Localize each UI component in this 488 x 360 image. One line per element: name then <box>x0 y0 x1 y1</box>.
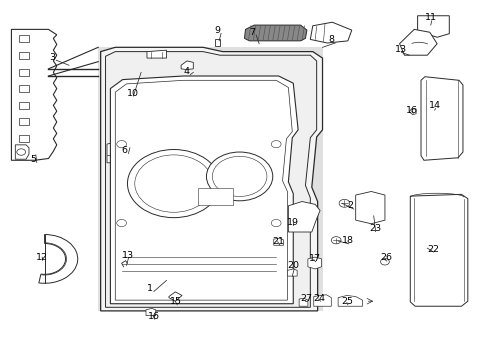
Polygon shape <box>399 30 436 55</box>
Circle shape <box>330 237 340 244</box>
Polygon shape <box>337 296 362 306</box>
Circle shape <box>206 152 272 201</box>
Text: 12: 12 <box>36 253 48 262</box>
Polygon shape <box>110 76 298 304</box>
Text: 20: 20 <box>287 261 299 270</box>
Polygon shape <box>287 269 297 276</box>
Polygon shape <box>307 257 321 269</box>
Polygon shape <box>299 298 307 306</box>
Text: 27: 27 <box>300 294 311 303</box>
Polygon shape <box>19 85 29 92</box>
Polygon shape <box>147 50 166 58</box>
Text: 14: 14 <box>428 101 440 110</box>
Polygon shape <box>310 22 351 43</box>
Polygon shape <box>11 30 57 160</box>
Text: 5: 5 <box>30 155 36 164</box>
Polygon shape <box>408 109 415 115</box>
Text: 25: 25 <box>340 297 352 306</box>
Text: 4: 4 <box>183 67 189 76</box>
Text: 22: 22 <box>426 244 438 253</box>
Polygon shape <box>215 40 220 45</box>
Text: 16: 16 <box>148 311 160 320</box>
Circle shape <box>17 149 25 155</box>
Polygon shape <box>288 202 320 232</box>
Text: 15: 15 <box>170 297 182 306</box>
Polygon shape <box>105 51 316 307</box>
Polygon shape <box>273 238 283 245</box>
Polygon shape <box>107 140 131 163</box>
Text: 26: 26 <box>379 253 391 262</box>
Polygon shape <box>409 194 467 306</box>
Bar <box>198 188 233 205</box>
Text: 7: 7 <box>249 28 255 37</box>
Polygon shape <box>313 295 330 306</box>
Text: 10: 10 <box>126 89 138 98</box>
Polygon shape <box>355 192 384 224</box>
Polygon shape <box>15 145 29 159</box>
Circle shape <box>117 220 126 226</box>
Polygon shape <box>19 102 29 109</box>
Circle shape <box>271 220 281 226</box>
Circle shape <box>271 140 281 148</box>
Text: 23: 23 <box>368 224 380 233</box>
Text: 21: 21 <box>272 237 284 246</box>
Polygon shape <box>19 35 29 42</box>
Text: 13: 13 <box>122 251 134 260</box>
Text: 11: 11 <box>424 13 436 22</box>
Text: 16: 16 <box>406 106 418 115</box>
Circle shape <box>380 258 388 265</box>
Text: 2: 2 <box>346 202 352 211</box>
Polygon shape <box>417 16 448 37</box>
Polygon shape <box>98 47 322 311</box>
Polygon shape <box>19 69 29 76</box>
Text: 13: 13 <box>394 45 406 54</box>
Text: 24: 24 <box>313 294 325 303</box>
Circle shape <box>117 140 126 148</box>
Text: 8: 8 <box>328 35 334 44</box>
Polygon shape <box>146 309 156 316</box>
Text: 6: 6 <box>122 146 127 155</box>
Polygon shape <box>244 25 306 41</box>
Text: 19: 19 <box>286 217 298 226</box>
Polygon shape <box>19 51 29 59</box>
Polygon shape <box>420 77 462 160</box>
Circle shape <box>127 149 220 218</box>
Polygon shape <box>19 135 29 142</box>
Polygon shape <box>101 47 322 311</box>
Polygon shape <box>168 292 182 301</box>
Text: 18: 18 <box>341 236 353 245</box>
Circle shape <box>338 199 349 207</box>
Polygon shape <box>115 80 292 300</box>
Text: 9: 9 <box>214 26 220 35</box>
Polygon shape <box>181 61 193 69</box>
Text: 17: 17 <box>308 254 320 263</box>
Polygon shape <box>19 118 29 126</box>
Wedge shape <box>39 234 78 283</box>
Text: 3: 3 <box>49 53 56 62</box>
Text: 1: 1 <box>147 284 153 293</box>
